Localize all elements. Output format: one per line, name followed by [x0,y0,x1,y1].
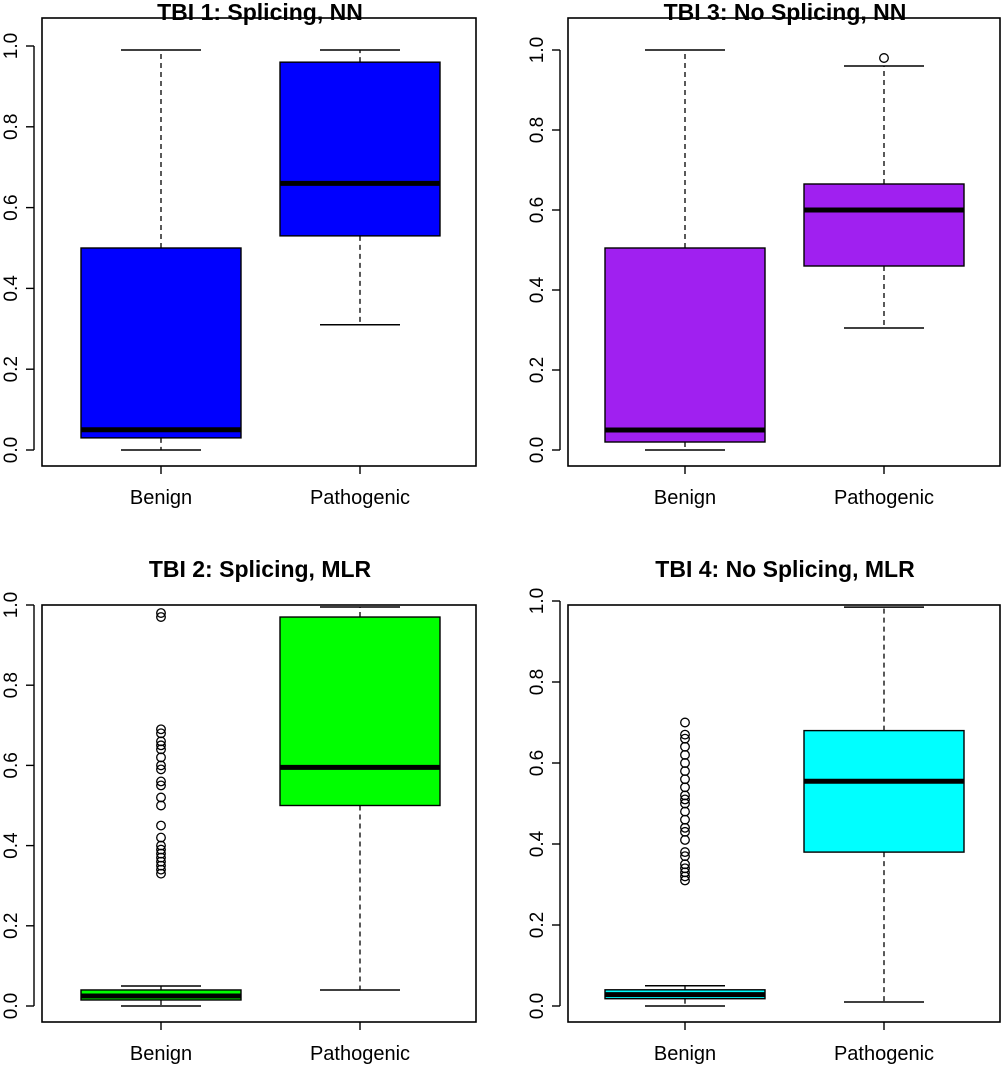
y-tick-label: 0.8 [527,669,548,695]
outlier-point [156,752,166,763]
outlier-point [680,806,690,817]
y-tick-label: 0.2 [527,357,548,383]
outlier-point [156,800,166,811]
outlier-point [680,717,690,728]
y-tick-label: 0.6 [1,752,22,778]
x-category-label: Pathogenic [310,487,410,509]
iqr-box [80,247,242,439]
y-tick-label: 1.0 [1,33,22,59]
outlier-point [680,774,690,785]
y-tick-label: 0.2 [527,912,548,938]
outlier-point [156,844,166,855]
outlier-point [680,794,690,805]
chart-title: TBI 2: Splicing, MLR [149,556,372,582]
chart-panel: TBI 4: No Splicing, MLR 0.0 0.2 0.4 0.6 0.8 1.… [527,556,1001,1065]
y-tick-label: 0.2 [1,913,22,939]
x-category-label: Pathogenic [834,1043,934,1065]
y-tick-label: 0.4 [527,830,548,857]
y-tick-label: 0.0 [1,993,22,1019]
outlier-point [156,820,166,831]
plot-frame [567,604,1001,1023]
outlier-point [680,741,690,752]
outlier-point [680,733,690,744]
chart-title: TBI 4: No Splicing, MLR [655,556,915,582]
outlier-point [156,612,166,622]
chart-title: TBI 1: Splicing, NN [157,0,363,25]
outlier-point [680,826,690,837]
plot-frame [41,604,477,1023]
y-tick-label: 0.0 [1,437,22,463]
y-tick-label: 0.6 [1,194,22,220]
outlier-point [680,782,690,793]
chart-panel: TBI 3: No Splicing, NN 0.0 0.2 0.4 0.6 0.8 1.0… [527,0,1001,509]
x-category-label: Pathogenic [310,1043,410,1065]
outlier-point [156,832,166,843]
x-category-label: Pathogenic [834,487,934,509]
iqr-box [279,616,441,807]
outlier-point [156,780,166,791]
iqr-box [803,729,965,853]
iqr-box [279,61,441,237]
chart-title: TBI 3: No Splicing, NN [664,0,907,25]
y-tick-label: 1.0 [527,37,548,63]
y-tick-label: 0.6 [527,750,548,776]
y-tick-label: 1.0 [527,588,548,614]
outlier-point [156,764,166,775]
outlier-point [680,749,690,760]
iqr-box [803,183,965,267]
box-pathogenic [803,53,965,329]
chart-panel: TBI 1: Splicing, NN 0.0 0.2 0.4 0.6 0.8 1.0 Ben… [1,0,477,509]
y-tick-label: 0.8 [1,672,22,698]
outlier-point [156,608,166,618]
outlier-point [156,792,166,803]
y-tick-label: 0.4 [1,832,22,859]
plot-frame [567,17,1001,467]
y-tick-label: 0.4 [1,275,22,302]
outlier-point [680,847,690,858]
outlier-point [680,814,690,825]
outlier-point [680,835,690,845]
outlier-point [879,53,889,63]
y-tick-label: 0.0 [527,993,548,1019]
x-category-label: Benign [654,487,716,509]
y-tick-label: 0.8 [1,114,22,140]
y-tick-label: 0.8 [527,117,548,143]
box-pathogenic [279,606,441,991]
outlier-point [156,728,166,739]
box-pathogenic [803,606,965,1003]
y-tick-label: 0.2 [1,356,22,382]
box-benign [80,49,242,451]
y-tick-label: 0.0 [527,437,548,463]
outlier-point [156,776,166,787]
box-benign [80,608,242,1007]
box-benign [604,49,766,451]
x-category-label: Benign [130,487,192,509]
outlier-point [156,740,166,751]
chart-panel: TBI 2: Splicing, MLR 0.0 0.2 0.4 0.6 0.8 1.0 Be… [1,556,477,1065]
outlier-point [156,724,166,735]
iqr-box [604,247,766,443]
y-tick-label: 0.6 [527,197,548,223]
outlier-point [680,863,690,874]
outlier-point [680,758,690,768]
box-pathogenic [279,49,441,326]
outlier-point [680,851,690,862]
y-tick-label: 1.0 [1,592,22,618]
box-benign [604,717,766,1007]
outlier-point [680,766,690,777]
y-tick-label: 0.4 [527,276,548,303]
x-category-label: Benign [130,1043,192,1065]
x-category-label: Benign [654,1043,716,1065]
plot-frame [41,17,477,467]
outlier-point [680,729,690,740]
